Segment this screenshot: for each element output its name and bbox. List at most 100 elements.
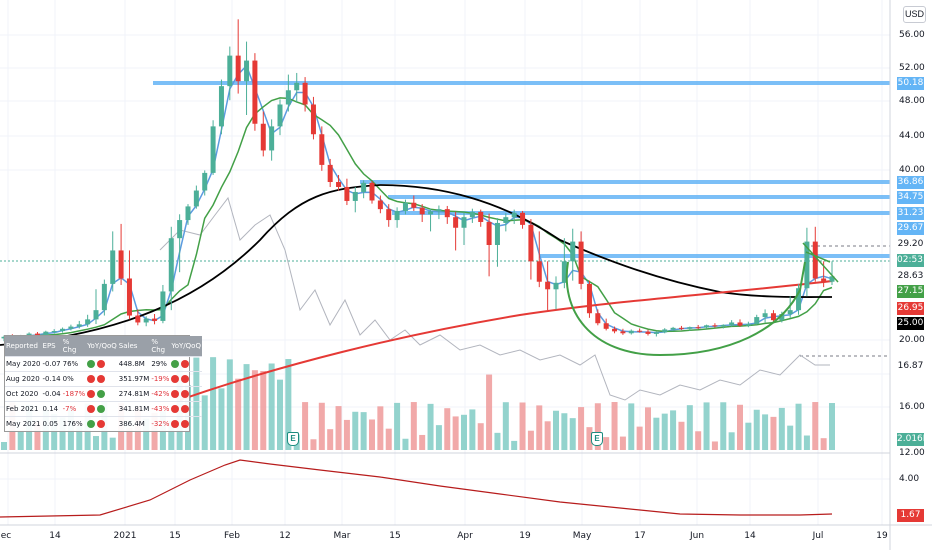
candle-body (737, 322, 743, 326)
price-tag: 29.20 (897, 238, 924, 251)
volume-bar (126, 427, 133, 450)
volume-bar (778, 407, 785, 450)
header-sales-yoy: YoY/QoQ (170, 336, 202, 357)
volume-bar (536, 405, 543, 450)
volume-bar (444, 408, 451, 450)
candle-body (812, 241, 818, 279)
status-dot-icon (87, 390, 96, 398)
time-axis-label: ec (0, 531, 12, 541)
time-axis-label: 17 (634, 531, 646, 541)
candlesticks (1, 19, 835, 342)
volume-bar (243, 364, 250, 450)
price-axis-tick: 44.00 (899, 131, 925, 141)
status-dot-icon (171, 390, 180, 398)
volume-bar (402, 438, 409, 450)
candle-body (310, 104, 316, 135)
candle-body (51, 331, 57, 333)
candle-body (177, 220, 183, 239)
volume-bar (636, 426, 643, 450)
candle-body (85, 319, 91, 325)
candle-body (143, 318, 149, 323)
candle-body (285, 90, 291, 105)
status-dot-icon (97, 420, 106, 428)
ma-200-line (179, 280, 833, 401)
candle-body (394, 210, 400, 221)
candle-body (612, 328, 618, 332)
earnings-sales-trend (170, 356, 202, 372)
candle-body (68, 326, 74, 329)
candle-body (603, 323, 609, 329)
volume-bar (770, 416, 777, 450)
earnings-eps-change: 0% (61, 371, 87, 387)
volume-bar (787, 425, 794, 450)
price-tag: 34.75 (897, 191, 924, 204)
earnings-sales-trend (170, 386, 202, 402)
volume-bar (360, 412, 367, 450)
volume-bar (578, 407, 585, 450)
candle-body (653, 332, 659, 334)
earnings-marker-icon[interactable]: E (591, 432, 603, 446)
volume-bar (569, 418, 576, 450)
volume-bar (527, 430, 534, 450)
candle-body (687, 327, 693, 329)
candle-body (76, 324, 82, 327)
price-tag: 02:53:32 (897, 254, 932, 267)
volume-bar (461, 414, 467, 450)
volume-bar (745, 422, 752, 450)
candle-body (118, 250, 124, 279)
earnings-eps-change: -7% (61, 401, 87, 417)
candle-body (829, 276, 835, 282)
candle-body (327, 164, 333, 183)
earnings-eps: 0.05 (41, 416, 62, 431)
volume-bar (803, 435, 810, 450)
time-axis-label: Jul (812, 531, 824, 541)
relative-strength-line (159, 196, 830, 401)
volume-bar (34, 422, 41, 450)
candle-body (779, 314, 785, 321)
volume-bar (645, 407, 651, 450)
volume-bar (586, 427, 593, 450)
volume-bar (720, 402, 727, 450)
price-axis-tick: 40.00 (899, 165, 925, 175)
candle-body (319, 134, 325, 165)
earnings-marker-icon[interactable]: E (287, 432, 299, 446)
status-dot-icon (171, 360, 180, 368)
currency-button[interactable]: USD (903, 6, 926, 23)
indicator-pane (0, 459, 890, 518)
time-axis-label: 12 (279, 531, 291, 541)
earnings-eps: 0.14 (41, 401, 62, 417)
volume-bar (695, 431, 702, 450)
price-tag: 2.016M (897, 433, 931, 446)
price-tag: 50.18 (897, 77, 924, 90)
earnings-row: Aug 2020 -0.14 0% 351.97M -19% (5, 371, 202, 387)
volume-bar (268, 363, 275, 450)
status-dot-icon (87, 375, 96, 383)
volume-bar (352, 411, 359, 450)
volume-bar (502, 402, 509, 450)
earnings-sales: 448.8M (117, 356, 151, 372)
candle-body (168, 238, 174, 292)
volume-bar (385, 428, 392, 450)
volume-bar (728, 432, 735, 450)
candle-body (210, 126, 216, 173)
relative-strength-path (159, 196, 830, 401)
price-tag: 28.63 (897, 270, 924, 283)
candle-body (369, 182, 375, 201)
candle-body (361, 182, 367, 192)
candle-body (787, 310, 793, 314)
candle-body (402, 202, 408, 211)
time-axis-label: 14 (49, 531, 61, 541)
candle-body (511, 212, 517, 218)
candle-body (720, 324, 726, 327)
volume-bar (603, 437, 610, 450)
status-dot-icon (181, 375, 190, 383)
volume-bar (235, 378, 242, 450)
volume-bar (210, 357, 217, 450)
candle-body (637, 330, 643, 332)
price-tag: 26.95 (897, 302, 924, 315)
earnings-eps-trend (86, 416, 118, 431)
time-axis-label: 19 (519, 531, 531, 541)
time-axis-label: Mar (333, 531, 351, 541)
price-axis-tick: 48.00 (899, 96, 925, 106)
